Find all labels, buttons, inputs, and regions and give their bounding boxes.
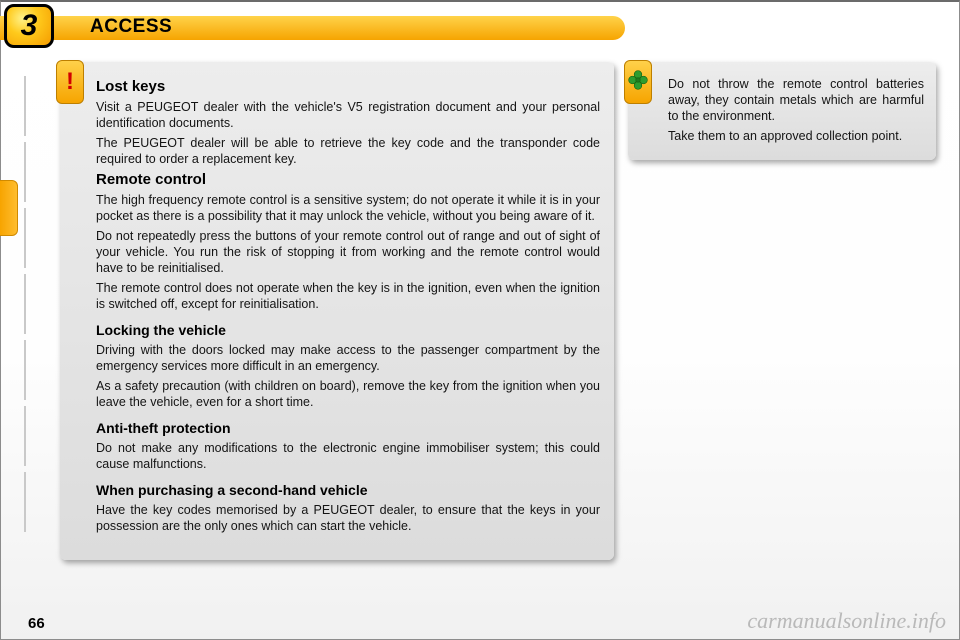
body-paragraph: The PEUGEOT dealer will be able to retri… — [96, 135, 600, 167]
body-paragraph: Visit a PEUGEOT dealer with the vehicle'… — [96, 99, 600, 131]
section-heading: Locking the vehicle — [96, 322, 600, 338]
body-paragraph: The high frequency remote control is a s… — [96, 192, 600, 224]
main-content: Lost keys Visit a PEUGEOT dealer with the… — [96, 78, 600, 534]
chapter-title: ACCESS — [90, 16, 172, 38]
section-heading: Anti-theft protection — [96, 420, 600, 436]
body-paragraph: As a safety precaution (with children on… — [96, 378, 600, 410]
chapter-number: 3 — [21, 9, 38, 43]
chapter-badge: 3 — [4, 4, 54, 48]
page-number: 66 — [28, 615, 45, 632]
side-eco-panel: Do not throw the remote control batterie… — [628, 62, 936, 160]
body-paragraph: Do not repeatedly press the buttons of y… — [96, 228, 600, 276]
body-paragraph: Driving with the doors locked may make a… — [96, 342, 600, 374]
warning-icon: ! — [66, 68, 74, 96]
chapter-header: 3 ACCESS — [0, 10, 625, 46]
body-paragraph: Have the key codes memorised by a PEUGEO… — [96, 502, 600, 534]
left-tab-segments — [24, 70, 28, 594]
body-paragraph: Do not throw the remote control batterie… — [668, 76, 924, 124]
body-paragraph: The remote control does not operate when… — [96, 280, 600, 312]
section-heading: When purchasing a second-hand vehicle — [96, 482, 600, 498]
panel-tab-icon-holder: ! — [56, 60, 84, 104]
side-content: Do not throw the remote control batterie… — [668, 76, 924, 144]
panel-tab-icon-holder — [624, 60, 652, 104]
clover-icon — [627, 69, 649, 96]
watermark-text: carmanualsonline.info — [747, 608, 946, 634]
section-heading: Lost keys — [96, 78, 600, 95]
section-heading: Remote control — [96, 171, 600, 188]
left-tab-chip — [0, 180, 18, 236]
body-paragraph: Do not make any modifications to the ele… — [96, 440, 600, 472]
body-paragraph: Take them to an approved collection poin… — [668, 128, 924, 144]
main-warning-panel: ! Lost keys Visit a PEUGEOT dealer with t… — [60, 62, 614, 560]
